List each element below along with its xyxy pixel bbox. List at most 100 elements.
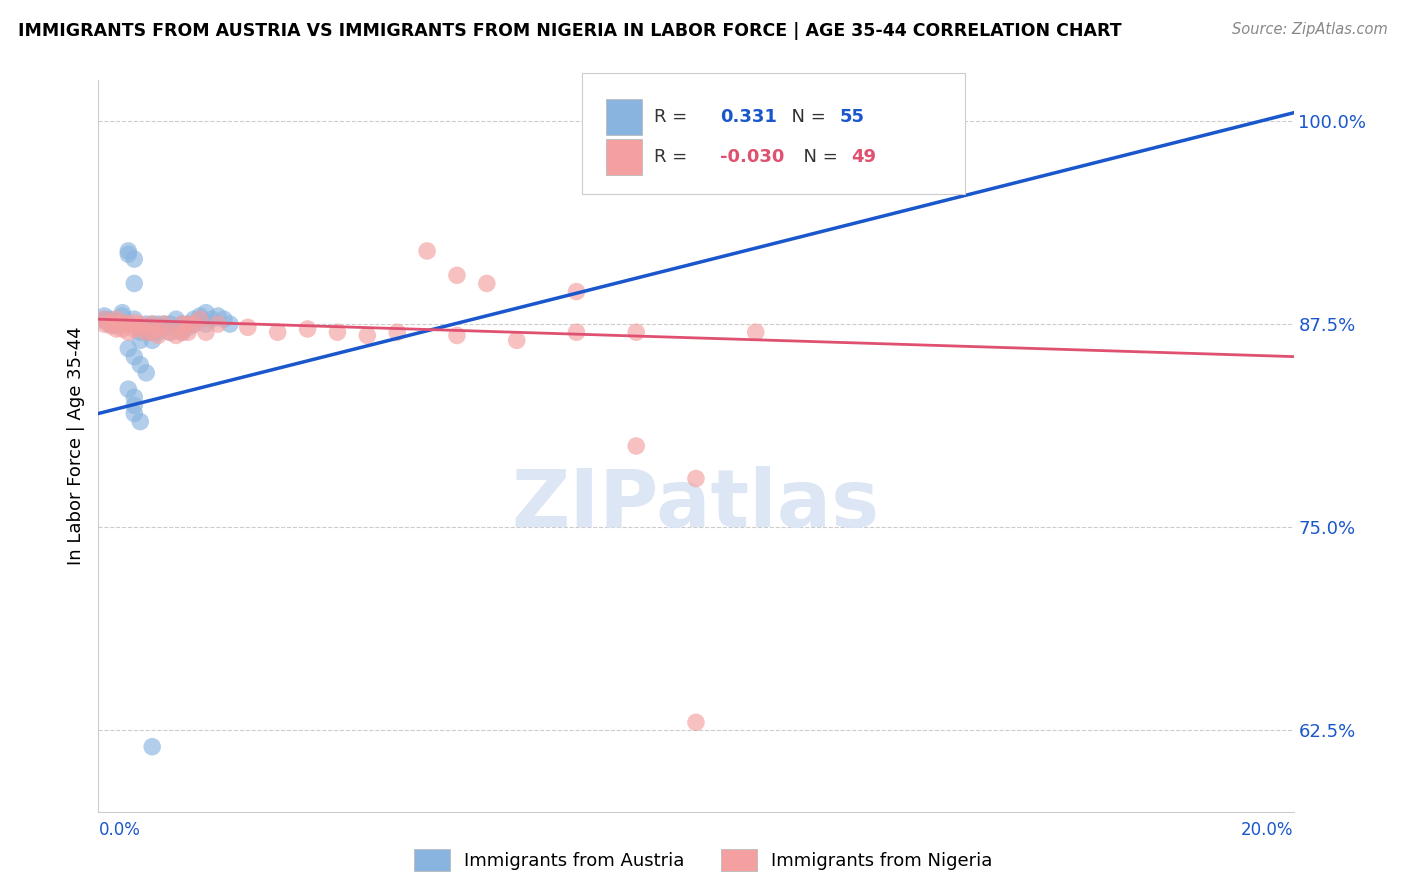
Point [172,317,194,331]
FancyBboxPatch shape [606,139,643,176]
Point [141,325,163,339]
Point [195,325,218,339]
Point [565,285,588,299]
Point [685,471,707,485]
Point [297,322,319,336]
Point [165,312,187,326]
Point [446,328,468,343]
Point [117,247,139,261]
Point [565,325,588,339]
Point [212,312,235,326]
Point [135,325,157,339]
Point [117,325,139,339]
Text: N =: N = [792,148,844,166]
Point [141,317,163,331]
Point [195,306,218,320]
Point [124,316,146,330]
Point [124,390,146,404]
Text: IMMIGRANTS FROM AUSTRIA VS IMMIGRANTS FROM NIGERIA IN LABOR FORCE | AGE 35-44 CO: IMMIGRANTS FROM AUSTRIA VS IMMIGRANTS FR… [18,22,1122,40]
Point [117,382,139,396]
Point [172,317,194,331]
Point [195,317,218,331]
Point [105,317,128,331]
Point [626,439,648,453]
Point [326,325,349,339]
Point [159,325,181,339]
Point [105,312,128,326]
Text: 49: 49 [852,148,876,166]
Point [124,322,146,336]
Point [148,328,170,343]
Point [416,244,439,258]
Point [148,322,170,336]
Point [141,325,163,339]
FancyBboxPatch shape [582,73,965,194]
Point [135,366,157,380]
Point [98,312,122,326]
Point [124,350,146,364]
Point [124,407,146,421]
Point [124,252,146,266]
Point [129,325,152,339]
Point [93,312,115,326]
Point [177,317,200,331]
Point [124,277,146,291]
Point [385,325,409,339]
Point [93,312,115,326]
Point [183,312,205,326]
Text: 0.331: 0.331 [720,108,776,126]
Point [626,325,648,339]
Point [98,316,122,330]
Point [148,322,170,336]
Point [475,277,498,291]
Text: 55: 55 [839,108,865,126]
Point [177,325,200,339]
Point [124,398,146,412]
Text: R =: R = [654,148,693,166]
Point [153,317,176,331]
Point [111,316,134,330]
Point [93,317,115,331]
Point [159,325,181,339]
Point [141,334,163,348]
Point [111,306,134,320]
Point [153,320,176,334]
Point [105,317,128,331]
Point [105,322,128,336]
Y-axis label: In Labor Force | Age 35-44: In Labor Force | Age 35-44 [66,326,84,566]
Point [98,314,122,328]
Point [129,322,152,336]
Point [105,316,128,330]
Text: 0.0%: 0.0% [98,821,141,838]
Point [153,317,176,331]
Text: ZIPatlas: ZIPatlas [512,466,880,543]
Legend: Immigrants from Austria, Immigrants from Nigeria: Immigrants from Austria, Immigrants from… [406,842,1000,879]
Point [188,309,211,323]
Point [207,317,229,331]
Point [117,342,139,356]
Point [745,325,768,339]
Point [183,317,205,331]
Point [98,318,122,333]
Point [117,244,139,258]
Point [111,309,134,323]
Point [267,325,290,339]
Point [129,358,152,372]
Text: 20.0%: 20.0% [1241,821,1294,838]
Point [236,320,259,334]
Point [219,317,242,331]
Text: R =: R = [654,108,693,126]
Text: -0.030: -0.030 [720,148,785,166]
Point [165,328,187,343]
Point [172,325,194,339]
Point [446,268,468,283]
Point [172,325,194,339]
Point [129,415,152,429]
Point [141,317,163,331]
Point [117,317,139,331]
Point [129,334,152,348]
FancyBboxPatch shape [606,99,643,136]
Point [159,317,181,331]
Point [105,318,128,333]
Point [685,715,707,730]
